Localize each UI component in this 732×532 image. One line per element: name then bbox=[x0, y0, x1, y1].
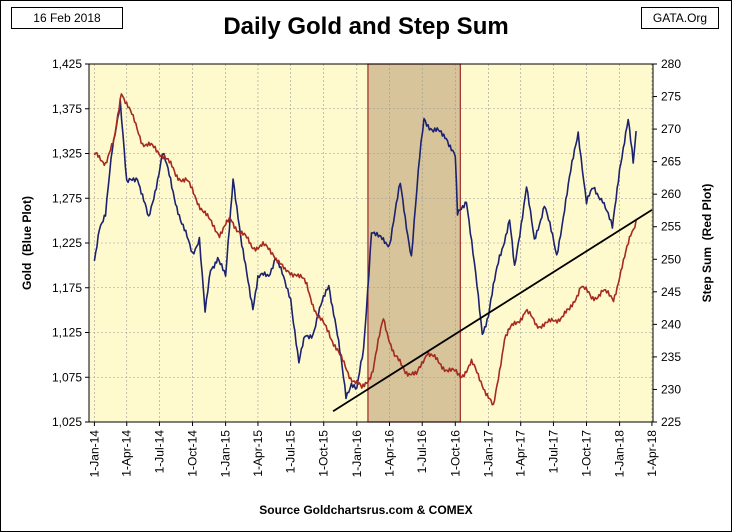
trend-line bbox=[332, 209, 653, 413]
x-tick-label: 1-Apr-14 bbox=[120, 430, 134, 477]
right-axis: 225 230 235 240 245 250 255 260 265 270 275 280 bbox=[653, 57, 681, 429]
x-tick-label: 1-Jan-17 bbox=[481, 430, 495, 478]
left-axis: 1,025 1,075 1,125 1,175 1,225 1,275 1,325 1,375… bbox=[52, 57, 89, 429]
x-tick-label: 1-Oct-15 bbox=[317, 430, 331, 477]
right-tick-label: 230 bbox=[661, 382, 681, 396]
y-axis-label: Gold (Blue Plot) bbox=[20, 196, 34, 290]
x-tick-label: 1-Apr-15 bbox=[251, 430, 265, 477]
right-tick-label: 245 bbox=[661, 285, 681, 299]
y2-axis-label: Step Sum (Red Plot) bbox=[700, 184, 714, 303]
x-tick-label: 1-Jan-14 bbox=[87, 430, 101, 478]
x-tick-label: 1-Oct-14 bbox=[186, 430, 200, 477]
x-tick-label: 1-Jul-14 bbox=[152, 430, 166, 474]
x-axis: 1-Jan-14 1-Apr-14 1-Jul-14 1-Oct-14 1-Jan-15… bbox=[87, 422, 659, 477]
right-tick-label: 275 bbox=[661, 90, 681, 104]
left-tick-label: 1,425 bbox=[52, 57, 82, 71]
x-tick-label: 1-Jul-17 bbox=[546, 430, 560, 474]
right-tick-label: 255 bbox=[661, 220, 681, 234]
left-tick-label: 1,025 bbox=[52, 415, 82, 429]
right-tick-label: 265 bbox=[661, 155, 681, 169]
x-tick-label: 1-Jan-18 bbox=[613, 430, 627, 478]
left-tick-label: 1,125 bbox=[52, 326, 82, 340]
x-tick-label: 1-Oct-17 bbox=[579, 430, 593, 477]
x-tick-label: 1-Oct-16 bbox=[448, 430, 462, 477]
right-tick-label: 250 bbox=[661, 252, 681, 266]
left-tick-label: 1,375 bbox=[52, 102, 82, 116]
x-tick-label: 1-Jan-16 bbox=[350, 430, 364, 478]
x-tick-label: 1-Jul-16 bbox=[415, 430, 429, 474]
brand-label: GATA.Org bbox=[641, 7, 719, 29]
series-layer bbox=[93, 93, 653, 413]
right-tick-label: 260 bbox=[661, 187, 681, 201]
left-tick-label: 1,325 bbox=[52, 147, 82, 161]
gold-line bbox=[93, 99, 637, 400]
source-label: Source Goldchartsrus.com & COMEX bbox=[259, 503, 473, 517]
chart-title: Daily Gold and Step Sum bbox=[223, 13, 509, 40]
x-tick-label: 1-Jul-15 bbox=[284, 430, 298, 474]
right-tick-label: 235 bbox=[661, 350, 681, 364]
x-tick-label: 1-Jan-15 bbox=[219, 430, 233, 478]
left-tick-label: 1,075 bbox=[52, 370, 82, 384]
x-tick-label: 1-Apr-17 bbox=[514, 430, 528, 477]
right-tick-label: 270 bbox=[661, 122, 681, 136]
right-tick-label: 280 bbox=[661, 57, 681, 71]
right-tick-label: 225 bbox=[661, 415, 681, 429]
step-sum-line bbox=[93, 93, 637, 406]
left-tick-label: 1,275 bbox=[52, 191, 82, 205]
left-tick-label: 1,175 bbox=[52, 281, 82, 295]
date-label: 16 Feb 2018 bbox=[11, 7, 123, 29]
left-tick-label: 1,225 bbox=[52, 236, 82, 250]
x-tick-label: 1-Apr-16 bbox=[383, 430, 397, 477]
right-tick-label: 240 bbox=[661, 317, 681, 331]
x-tick-label: 1-Apr-18 bbox=[645, 430, 659, 477]
